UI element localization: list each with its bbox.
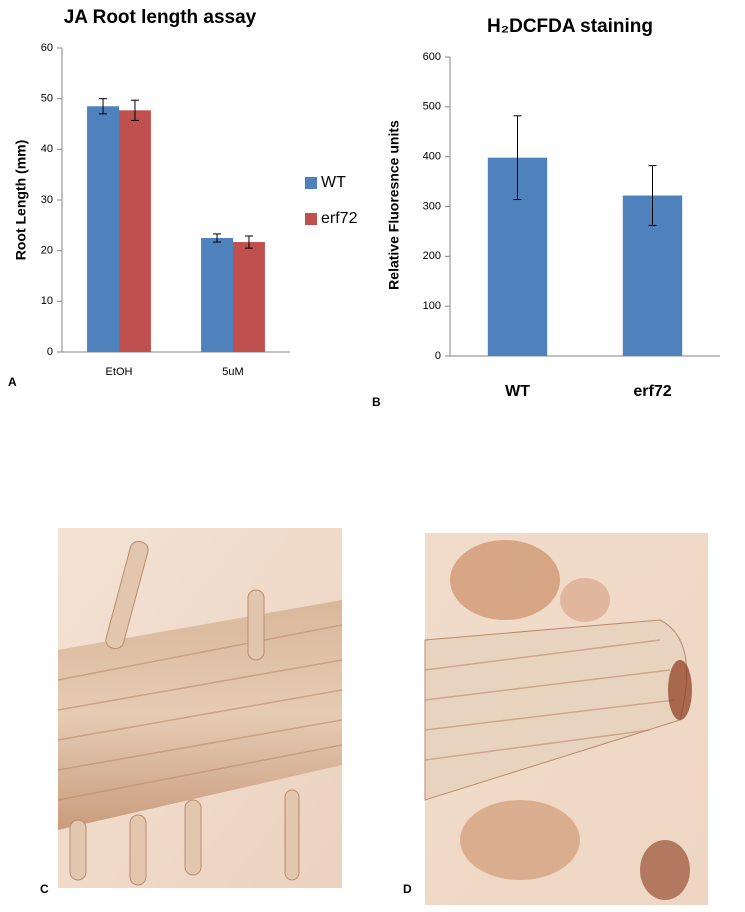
y-tick-label: 200 [423, 250, 441, 262]
y-tick-label: 10 [41, 295, 53, 307]
y-tick-label: 500 [423, 101, 441, 113]
x-tick-label: WT [505, 383, 530, 400]
error-bar [130, 99, 139, 121]
legend-label: WT [321, 174, 346, 191]
bar [119, 110, 151, 352]
panel-label: D [403, 882, 412, 896]
error-bar [99, 98, 108, 115]
y-tick-label: 30 [41, 194, 53, 206]
bar [233, 242, 265, 352]
bar [201, 238, 233, 352]
legend-label: erf72 [321, 210, 358, 227]
panel-label: A [8, 375, 17, 389]
y-tick-label: 300 [423, 200, 441, 212]
x-tick-label: erf72 [633, 383, 671, 400]
y-tick-label: 20 [41, 245, 53, 257]
y-tick-label: 400 [423, 151, 441, 163]
legend-swatch [305, 177, 317, 189]
x-tick-label: 5uM [222, 366, 243, 378]
error-bar [244, 235, 253, 249]
y-tick-label: 100 [423, 300, 441, 312]
y-tick-label: 60 [41, 42, 53, 54]
bar [87, 106, 119, 353]
y-axis-label: Root Length (mm) [13, 140, 29, 261]
panel-label: C [40, 882, 49, 896]
chart-title: H₂DCFDA staining [487, 16, 653, 37]
y-tick-label: 0 [47, 346, 53, 358]
y-tick-label: 0 [435, 350, 441, 362]
y-tick-label: 40 [41, 143, 53, 155]
error-bar [213, 233, 222, 243]
y-axis-label: Relative Fluoresnce units [386, 120, 402, 290]
error-bar [648, 165, 657, 226]
panel-label: B [372, 395, 381, 409]
micrograph-c [57, 528, 343, 888]
micrograph-d [424, 533, 708, 905]
chart-title: JA Root length assay [64, 7, 257, 28]
x-tick-label: EtOH [106, 366, 133, 378]
y-tick-label: 50 [41, 93, 53, 105]
y-tick-label: 600 [423, 51, 441, 63]
error-bar [513, 115, 522, 201]
legend-swatch [305, 213, 317, 225]
